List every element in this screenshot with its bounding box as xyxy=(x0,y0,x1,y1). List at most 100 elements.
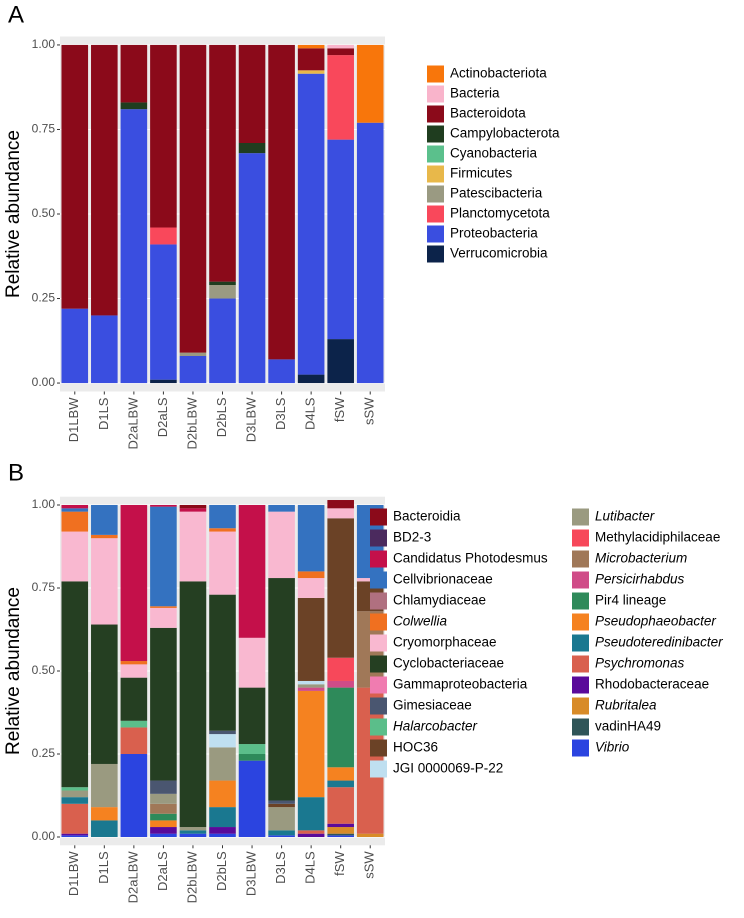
legend-label: Cyclobacteriaceae xyxy=(393,656,504,671)
bar-segment xyxy=(327,787,354,824)
bar-segment xyxy=(209,730,236,735)
bar-segment xyxy=(238,744,266,754)
bar-segment xyxy=(268,511,295,579)
bar-segment xyxy=(327,687,354,768)
bar-segment xyxy=(327,44,354,49)
legend-label: Halarcobacter xyxy=(393,719,478,734)
bar-segment xyxy=(327,680,354,688)
legend-label: Chlamydiaceae xyxy=(393,593,486,608)
bar-segment xyxy=(268,578,295,801)
bar-segment xyxy=(297,505,325,572)
bar-segment xyxy=(209,780,236,808)
bar-segment xyxy=(327,508,354,519)
legend-swatch xyxy=(572,550,589,568)
bar-segment xyxy=(327,55,354,140)
bar-segment xyxy=(61,797,89,804)
legend-swatch xyxy=(572,529,589,547)
bar-segment xyxy=(150,607,177,628)
legend-swatch xyxy=(427,185,444,203)
legend-label: Candidatus Photodesmus xyxy=(393,551,548,566)
legend-label: Firmicutes xyxy=(450,166,513,181)
legend-swatch xyxy=(427,245,444,263)
bar-segment xyxy=(120,664,148,678)
bar-segment xyxy=(61,508,89,512)
legend-label: JGI 0000069-P-22 xyxy=(393,761,503,776)
legend-swatch xyxy=(572,676,589,694)
bar-segment xyxy=(209,528,236,532)
y-tick-label: 0.75 xyxy=(32,580,56,594)
legend-swatch xyxy=(370,613,387,631)
legend-label: Cyanobacteria xyxy=(450,146,538,161)
bar-segment xyxy=(297,73,325,375)
bar-segment xyxy=(150,505,177,507)
x-tick-label: D2aLS xyxy=(155,397,170,437)
bar-segment xyxy=(91,820,118,837)
bar-segment xyxy=(150,780,177,794)
bar-segment xyxy=(91,624,118,764)
bar-segment xyxy=(356,833,384,837)
bar-segment xyxy=(120,505,148,662)
y-tick-label: 1.00 xyxy=(32,37,56,51)
legend-label: Rhodobacteraceae xyxy=(595,677,709,692)
bar-segment xyxy=(120,720,148,728)
legend-swatch xyxy=(572,613,589,631)
bar-segment xyxy=(327,139,354,340)
bar-segment xyxy=(268,830,295,836)
bar-segment xyxy=(179,827,207,831)
legend-swatch xyxy=(370,592,387,610)
bar-segment xyxy=(327,833,354,836)
legend-label: Proteobacteria xyxy=(450,226,538,241)
bar-segment xyxy=(209,833,236,837)
y-tick-label: 0.00 xyxy=(32,375,56,389)
legend-swatch xyxy=(572,592,589,610)
x-tick-label: D2bLS xyxy=(214,397,229,437)
bar-segment xyxy=(209,594,236,731)
bar-segment xyxy=(209,285,236,299)
legend-label: Pseudophaeobacter xyxy=(595,614,716,629)
bar-segment xyxy=(297,597,325,681)
legend-label: Bacteroidota xyxy=(450,106,526,121)
bar-segment xyxy=(91,505,118,535)
x-tick-label: D1LS xyxy=(96,397,111,430)
bar-segment xyxy=(150,813,177,821)
bar-segment xyxy=(356,122,384,384)
bar-segment xyxy=(179,44,207,353)
bar-segment xyxy=(179,833,207,837)
legend-label: Bacteria xyxy=(450,86,500,101)
legend-swatch xyxy=(427,65,444,83)
legend-label: Methylacidiphilaceae xyxy=(595,530,720,545)
bar-segment xyxy=(61,308,89,384)
x-tick-label: D2aLBW xyxy=(125,397,140,450)
bar-segment xyxy=(61,835,89,837)
bar-segment xyxy=(297,684,325,688)
legend-label: BD2-3 xyxy=(393,530,431,545)
bar-segment xyxy=(268,835,295,837)
bar-segment xyxy=(238,760,266,837)
bar-segment xyxy=(150,227,177,245)
bar-segment xyxy=(268,800,295,804)
bar-segment xyxy=(61,803,89,834)
legend-swatch xyxy=(427,145,444,163)
legend-swatch xyxy=(572,739,589,757)
bar-segment xyxy=(209,827,236,834)
bar-segment xyxy=(209,734,236,748)
bar-segment xyxy=(327,657,354,681)
bar-segment xyxy=(297,833,325,837)
legend-swatch xyxy=(370,550,387,568)
legend-label: Psychromonas xyxy=(595,656,685,671)
bar-segment xyxy=(209,44,236,282)
bar-segment xyxy=(327,780,354,788)
x-tick-label: D3LBW xyxy=(243,851,258,897)
bar-segment xyxy=(209,747,236,781)
x-tick-label: D2bLS xyxy=(214,851,229,891)
bar-segment xyxy=(268,505,295,512)
bar-segment xyxy=(268,803,295,808)
legend-swatch xyxy=(427,205,444,223)
legend-label: Patescibacteria xyxy=(450,186,543,201)
bar-segment xyxy=(150,506,177,607)
bar-segment xyxy=(297,571,325,579)
legend-label: Persicirhabdus xyxy=(595,572,685,587)
bar-segment xyxy=(327,339,354,384)
bar-segment xyxy=(150,44,177,228)
legend-swatch xyxy=(572,697,589,715)
